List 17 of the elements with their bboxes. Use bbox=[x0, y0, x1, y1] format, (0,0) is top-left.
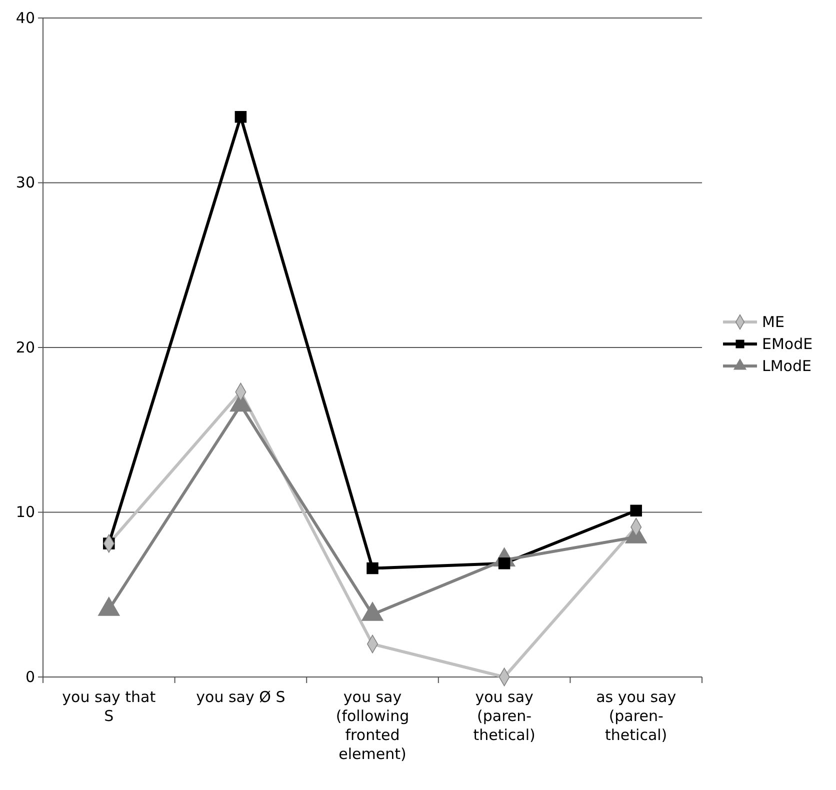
legend-label: EModE bbox=[762, 335, 813, 353]
point bbox=[234, 110, 247, 123]
point bbox=[366, 562, 378, 574]
y-tick-label: 0 bbox=[25, 668, 35, 686]
x-tick-label: you say Ø S bbox=[196, 688, 286, 706]
point bbox=[630, 504, 642, 516]
legend-label: LModE bbox=[762, 357, 812, 375]
x-tick-label: you say that S bbox=[62, 688, 156, 725]
y-tick-label: 40 bbox=[16, 8, 35, 27]
x-tick-label: you say (paren-thetical) bbox=[473, 688, 536, 744]
y-tick-label: 20 bbox=[16, 338, 35, 356]
y-tick-label: 30 bbox=[16, 174, 35, 192]
x-tick-label: you say (following fronted element) bbox=[336, 688, 410, 763]
legend-label: ME bbox=[762, 313, 784, 331]
x-tick-label: as you say (paren-thetical) bbox=[596, 688, 676, 744]
point bbox=[498, 557, 510, 570]
y-tick-label: 10 bbox=[16, 503, 35, 522]
